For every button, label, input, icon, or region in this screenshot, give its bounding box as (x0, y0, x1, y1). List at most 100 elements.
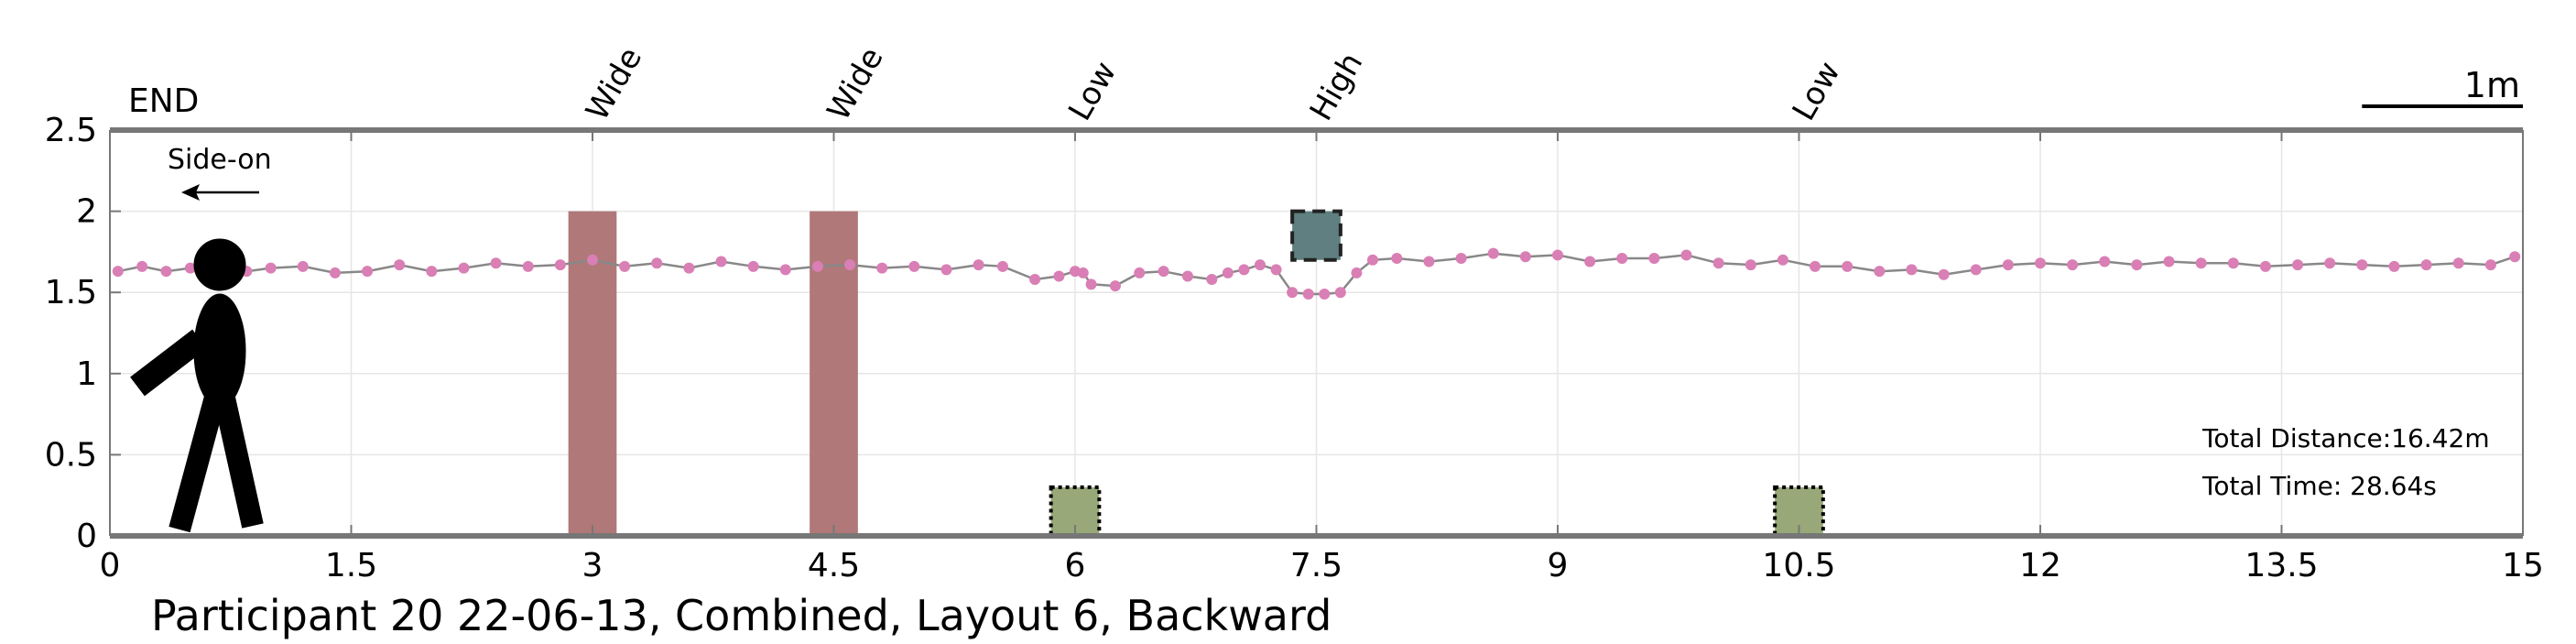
trajectory-point (1158, 266, 1169, 278)
trajectory-point (2067, 259, 2079, 271)
trajectory-point (973, 259, 984, 271)
trajectory-point (522, 260, 534, 272)
trajectory-point (1712, 257, 1724, 269)
trajectory-point (587, 254, 598, 266)
obstacle-high (1290, 209, 1342, 262)
trajectory-point (683, 262, 695, 274)
trajectory-point (2227, 257, 2239, 269)
trajectory-point (265, 262, 277, 274)
chart-title: Participant 20 22-06-13, Combined, Layou… (151, 591, 1331, 640)
trajectory-point (2420, 259, 2432, 271)
x-tick-label: 4.5 (808, 547, 860, 584)
trajectory-point (1238, 264, 1250, 276)
obstacles: Wide Wide Low High Low (568, 41, 1848, 539)
trajectory-point (747, 260, 759, 272)
x-tick-label: 15 (2502, 547, 2544, 584)
arrow-head (181, 184, 200, 201)
trajectory-point (1970, 264, 1982, 276)
y-tick-label: 0 (76, 518, 97, 555)
y-tick-label: 1.5 (45, 274, 97, 311)
trajectory-point (1287, 287, 1299, 299)
y-tick-label: 1 (76, 355, 97, 393)
y-tick-label: 2 (76, 193, 97, 231)
x-tick-label: 12 (2019, 547, 2061, 584)
x-tick-label: 6 (1065, 547, 1086, 584)
trajectory-point (2163, 256, 2175, 267)
trajectory-point (908, 260, 920, 272)
x-tick-label: 9 (1548, 547, 1569, 584)
trajectory-point (136, 260, 148, 272)
trajectory-point (1455, 252, 1467, 264)
end-label: END (128, 82, 199, 120)
trajectory-point (1077, 267, 1089, 278)
scale-label: 1m (2464, 65, 2520, 105)
trajectory-point (1906, 264, 1918, 276)
trajectory-point (1810, 260, 1821, 272)
trajectory-point (2324, 257, 2336, 269)
trajectory-point (184, 262, 196, 274)
trajectory-point (1938, 268, 1950, 280)
trajectory-point (1334, 287, 1346, 299)
trajectory-point (2452, 257, 2464, 269)
axes: 0 1.5 3 4.5 6 7.5 9 10.5 12 13.5 15 0 0.5 1 1.5 2 2.5 (45, 112, 2544, 584)
trajectory-point (1085, 278, 1097, 290)
trajectory-point (1206, 274, 1218, 286)
trajectory-point (2099, 256, 2111, 267)
total-distance: Total Distance:16.42m (2201, 423, 2490, 453)
trajectory-point (1777, 254, 1788, 266)
trajectory-point (554, 259, 566, 271)
trajectory-point (1584, 256, 1596, 267)
trajectory-point (297, 260, 309, 272)
trajectory-point (112, 266, 124, 278)
trajectory-point (1745, 259, 1756, 271)
trajectory-point (1423, 256, 1435, 267)
trajectory-point (1842, 260, 1853, 272)
trajectory-point (2195, 257, 2207, 269)
x-tick-label: 0 (100, 547, 121, 584)
trajectory-point (1680, 249, 1692, 261)
trajectory-point (1029, 274, 1041, 286)
trajectory-point (1519, 251, 1531, 263)
trajectory-point (1366, 254, 1378, 266)
y-tick-label: 0.5 (45, 436, 97, 474)
x-tick-label: 1.5 (325, 547, 377, 584)
obstacle-label: Wide (821, 41, 891, 126)
walker-icon (130, 238, 264, 533)
trajectory-point (1181, 270, 1193, 282)
trajectory-point (2356, 259, 2368, 271)
obstacle-label: High (1303, 47, 1371, 127)
trajectory-point (811, 260, 823, 272)
y-tick-label: 2.5 (45, 112, 97, 149)
trajectory-point (876, 262, 888, 274)
trajectory-point (2292, 259, 2304, 271)
trajectory-point (2509, 251, 2521, 263)
trajectory-point (1255, 259, 1266, 271)
trajectory-point (1487, 247, 1499, 259)
obstacle-label: Low (1061, 56, 1124, 127)
trajectory-point (2035, 257, 2046, 269)
trajectory-point (1134, 267, 1146, 278)
x-tick-label: 13.5 (2244, 547, 2318, 584)
obstacle-label: Wide (579, 41, 649, 126)
x-tick-label: 7.5 (1290, 547, 1342, 584)
trajectory-point (2002, 259, 2014, 271)
trajectory-point (329, 267, 341, 278)
trajectory-point (1552, 249, 1563, 261)
trajectory-point (1391, 252, 1403, 264)
total-time: Total Time: 28.64s (2201, 471, 2437, 501)
trajectory-point (490, 257, 502, 269)
trajectory-point (160, 266, 172, 278)
trajectory-point (651, 257, 663, 269)
trajectory-point (2259, 260, 2271, 272)
trajectory-point (715, 256, 727, 267)
trajectory-point (2484, 259, 2496, 271)
trajectory-point (1109, 280, 1121, 292)
trajectory-point (458, 262, 470, 274)
trajectory-point (940, 264, 952, 276)
trajectory-point (996, 260, 1008, 272)
trajectory-point (1222, 267, 1234, 278)
trajectory-point (2131, 259, 2143, 271)
trajectory-point (426, 266, 438, 278)
trajectory-point (362, 266, 374, 278)
